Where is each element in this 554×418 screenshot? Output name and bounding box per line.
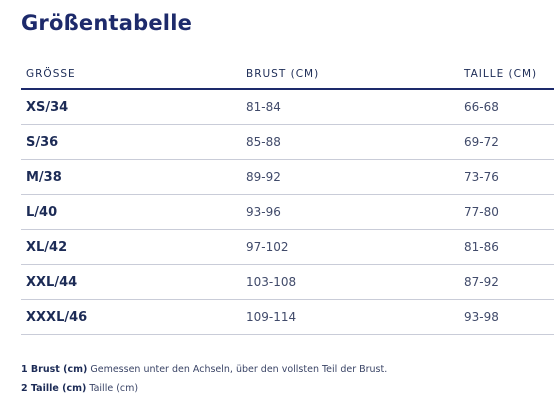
table-row: S/36 85-88 69-72: [21, 125, 554, 160]
footnote-taille: 2 Taille (cm) Taille (cm): [21, 379, 387, 398]
page-title: Größentabelle: [21, 11, 193, 35]
size-cell: S/36: [26, 135, 59, 150]
taille-cell: 77-80: [464, 205, 499, 219]
taille-cell: 81-86: [464, 240, 499, 254]
table-row: L/40 93-96 77-80: [21, 195, 554, 230]
size-cell: XL/42: [26, 240, 68, 255]
table-row: XXXL/46 109-114 93-98: [21, 300, 554, 335]
brust-cell: 93-96: [246, 205, 281, 219]
size-cell: L/40: [26, 205, 58, 220]
size-table: GRÖSSE BRUST (CM) TAILLE (CM) XS/34 81-8…: [21, 60, 554, 335]
size-cell: M/38: [26, 170, 62, 185]
table-row: XS/34 81-84 66-68: [21, 90, 554, 125]
footnote-text: Gemessen unter den Achseln, über den vol…: [90, 364, 388, 375]
table-row: XL/42 97-102 81-86: [21, 230, 554, 265]
taille-cell: 87-92: [464, 275, 499, 289]
taille-cell: 93-98: [464, 310, 499, 324]
column-header-size: GRÖSSE: [26, 68, 76, 80]
column-header-brust: BRUST (CM): [246, 68, 320, 80]
column-header-taille: TAILLE (CM): [464, 68, 538, 80]
footnote-label: 1 Brust (cm): [21, 364, 88, 375]
taille-cell: 69-72: [464, 135, 499, 149]
taille-cell: 66-68: [464, 100, 499, 114]
footnote-brust: 1 Brust (cm) Gemessen unter den Achseln,…: [21, 360, 387, 379]
table-row: M/38 89-92 73-76: [21, 160, 554, 195]
size-cell: XXXL/46: [26, 310, 88, 325]
footnotes: 1 Brust (cm) Gemessen unter den Achseln,…: [21, 360, 387, 398]
brust-cell: 97-102: [246, 240, 289, 254]
table-row: XXL/44 103-108 87-92: [21, 265, 554, 300]
brust-cell: 85-88: [246, 135, 281, 149]
brust-cell: 103-108: [246, 275, 297, 289]
table-header: GRÖSSE BRUST (CM) TAILLE (CM): [21, 60, 554, 90]
footnote-text: Taille (cm): [89, 383, 139, 394]
size-cell: XS/34: [26, 100, 69, 115]
brust-cell: 89-92: [246, 170, 281, 184]
taille-cell: 73-76: [464, 170, 499, 184]
footnote-label: 2 Taille (cm): [21, 383, 87, 394]
size-cell: XXL/44: [26, 275, 78, 290]
brust-cell: 81-84: [246, 100, 281, 114]
brust-cell: 109-114: [246, 310, 297, 324]
